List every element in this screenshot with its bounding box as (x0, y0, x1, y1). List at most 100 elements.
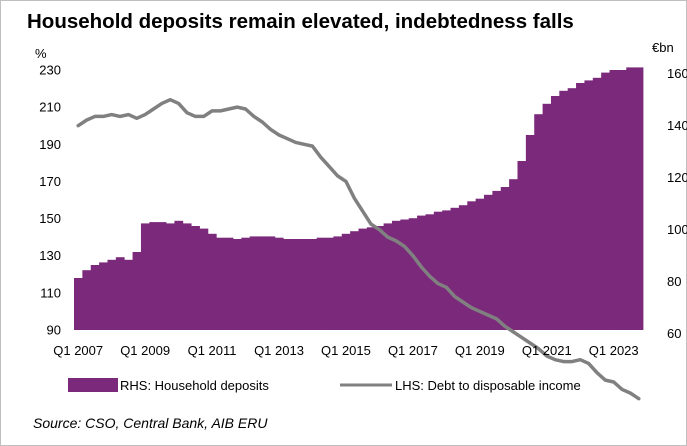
right-tick-label: 100 (667, 222, 687, 237)
deposit-bar (601, 72, 610, 330)
deposit-bar (191, 226, 200, 330)
deposit-bar (500, 187, 510, 330)
left-tick-label: 110 (40, 285, 61, 300)
deposit-bar (509, 179, 518, 330)
left-tick-label: 230 (39, 63, 61, 78)
deposit-bar (584, 80, 594, 331)
x-tick-label: Q1 2017 (388, 343, 438, 358)
deposit-bar (458, 205, 468, 330)
deposit-bar (517, 161, 527, 330)
deposit-bar (450, 207, 460, 330)
x-tick-label: Q1 2021 (522, 343, 572, 358)
left-tick-label: 210 (39, 100, 61, 115)
left-tick-label: 90 (47, 323, 61, 338)
x-tick-label: Q1 2009 (120, 343, 170, 358)
x-tick-label: Q1 2015 (321, 343, 371, 358)
right-tick-label: 120 (667, 170, 687, 185)
deposit-bar (266, 236, 276, 330)
deposit-bar (408, 218, 418, 330)
legend-label-debt: LHS: Debt to disposable income (395, 378, 581, 393)
deposit-bar (224, 237, 234, 330)
deposit-bar (74, 278, 83, 330)
deposit-bar (316, 237, 326, 330)
deposit-bar (199, 228, 209, 330)
left-tick-label: 150 (39, 211, 61, 226)
deposit-bar (182, 223, 192, 330)
deposit-bar (634, 67, 644, 331)
deposit-bar (207, 233, 217, 330)
deposit-bar (525, 135, 535, 330)
deposit-bar (274, 237, 284, 330)
x-tick-label: Q1 2007 (53, 343, 103, 358)
deposit-bar (433, 211, 443, 330)
deposit-bar (550, 96, 560, 330)
deposit-bar (400, 219, 410, 330)
deposit-bar (90, 265, 100, 330)
deposit-bar (166, 223, 175, 330)
deposit-bar (366, 227, 376, 330)
deposit-bar (417, 215, 426, 330)
deposit-bar (484, 194, 493, 330)
deposit-bar (157, 222, 167, 330)
x-tick-label: Q1 2011 (188, 343, 237, 358)
deposit-bar (475, 198, 485, 330)
deposit-bar (350, 231, 359, 330)
deposit-bar (442, 210, 451, 330)
deposit-bar (492, 190, 502, 330)
deposit-bar (425, 214, 435, 330)
deposit-bar (592, 77, 602, 330)
deposit-bar (375, 226, 385, 330)
deposit-bar (383, 223, 393, 330)
deposit-bar (333, 236, 343, 330)
deposit-bar (216, 237, 226, 330)
legend-label-deposits: RHS: Household deposits (120, 378, 269, 393)
x-tick-label: Q1 2019 (455, 343, 505, 358)
x-tick-label: Q1 2023 (589, 343, 639, 358)
deposit-bar (241, 237, 251, 330)
deposit-bar (99, 262, 108, 330)
deposit-bar (559, 90, 569, 330)
left-tick-label: 130 (39, 248, 61, 263)
deposit-bar (258, 236, 267, 330)
deposit-bar (115, 257, 125, 330)
deposit-bar (534, 114, 543, 330)
deposit-bar (174, 220, 184, 330)
deposit-bar (232, 239, 242, 330)
deposit-bar (149, 222, 159, 330)
deposit-bar (107, 259, 117, 330)
deposit-bar (467, 201, 477, 330)
deposit-bar (609, 70, 619, 330)
deposit-bar (249, 236, 259, 330)
right-tick-label: 140 (667, 118, 687, 133)
deposit-bar (140, 223, 150, 330)
deposit-bar (124, 259, 133, 330)
legend-swatch-deposits (68, 378, 118, 392)
deposit-bar (617, 70, 627, 330)
deposit-bar (576, 83, 585, 330)
x-tick-label: Q1 2013 (254, 343, 304, 358)
deposit-bar (283, 239, 292, 330)
deposit-bar (308, 239, 318, 330)
chart-title: Household deposits remain elevated, inde… (27, 10, 574, 33)
deposit-bar (358, 228, 368, 330)
deposit-bar (391, 220, 401, 330)
left-tick-label: 170 (39, 174, 61, 189)
left-tick-label: 190 (39, 137, 61, 152)
deposit-bar (291, 239, 301, 330)
deposit-bar (82, 270, 92, 330)
deposit-bar (341, 233, 351, 330)
chart-source: Source: CSO, Central Bank, AIB ERU (33, 415, 268, 431)
right-axis-unit: €bn (652, 40, 674, 55)
deposit-bar (626, 67, 636, 331)
right-tick-label: 80 (667, 274, 681, 289)
right-tick-label: 160 (667, 66, 687, 81)
debt-ratio-line (76, 97, 641, 401)
right-tick-label: 60 (667, 326, 681, 341)
deposit-bar (132, 252, 142, 330)
deposit-bar (325, 237, 334, 330)
deposit-bar (542, 103, 552, 330)
deposit-bar (299, 239, 309, 330)
deposit-bar (567, 88, 577, 330)
left-axis-unit: % (35, 46, 47, 61)
